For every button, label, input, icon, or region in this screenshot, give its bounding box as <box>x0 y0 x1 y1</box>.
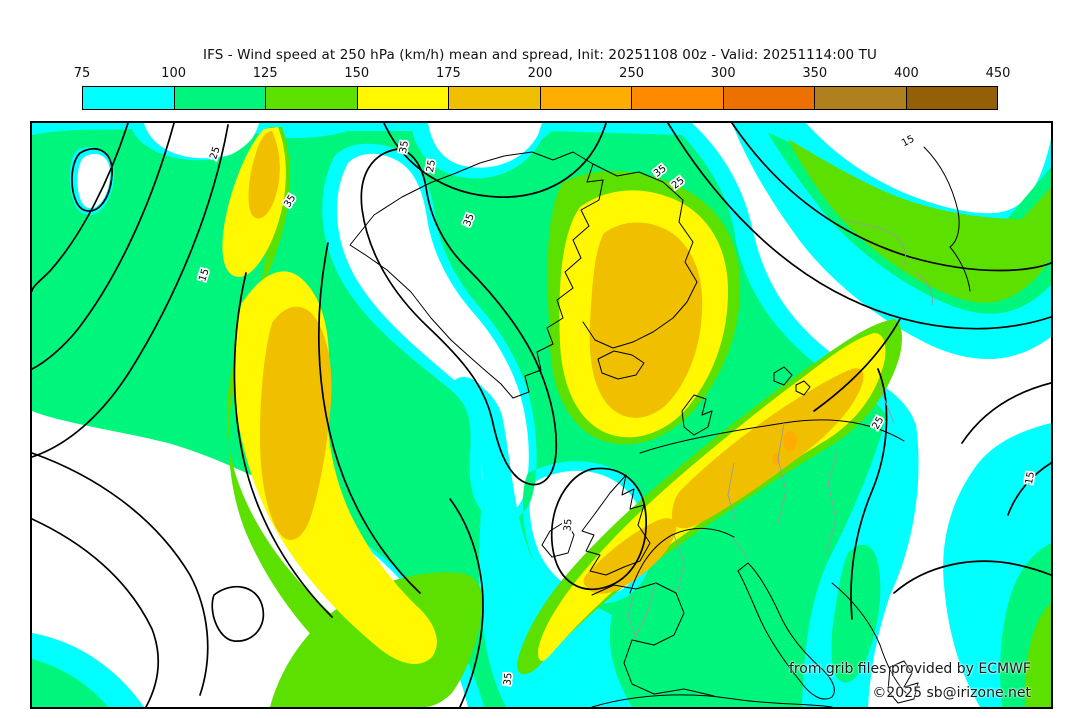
wind-speed-map: 25 15 35 35 25 35 35 25 15 35 35 25 15 f… <box>30 121 1053 709</box>
colorbar-tick-labels: 75 100 125 150 175 200 250 300 350 400 450 <box>74 66 1011 82</box>
spread-contour-lines <box>32 123 1051 707</box>
contour-label: 35 <box>398 140 411 154</box>
colorbar-segment-350-400 <box>814 87 906 109</box>
colorbar-segment-300-350 <box>722 87 814 109</box>
wind-fill-orange-cores <box>772 431 797 465</box>
contour-label: 15 <box>900 134 916 150</box>
contour-label: 15 <box>1024 471 1037 485</box>
colorbar-tick-400: 400 <box>893 66 919 81</box>
colorbar-segment-75-100 <box>83 87 174 109</box>
colorbar-segment-150-175 <box>356 87 448 109</box>
contour-labels: 25 15 35 35 25 35 35 25 15 35 35 25 15 <box>196 132 1039 688</box>
map-canvas: 25 15 35 35 25 35 35 25 15 35 35 25 15 <box>32 123 1051 707</box>
colorbar-segment-200-250 <box>539 87 631 109</box>
colorbar-segment-100-125 <box>173 87 265 109</box>
colorbar-segment-125-150 <box>265 87 357 109</box>
colorbar-tick-250: 250 <box>619 66 645 81</box>
contour-label: 25 <box>208 145 222 161</box>
colorbar-tick-350: 350 <box>802 66 828 81</box>
colorbar-segment-400-450 <box>905 87 997 109</box>
colorbar-tick-100: 100 <box>161 66 187 81</box>
colorbar-segment-250-300 <box>631 87 723 109</box>
attribution-copyright: ©2025 sb@irizone.net <box>872 685 1031 701</box>
colorbar-segment-175-200 <box>448 87 540 109</box>
contour-label: 25 <box>425 159 438 173</box>
country-borders <box>627 218 933 641</box>
colorbar-tick-150: 150 <box>344 66 370 81</box>
page-title: IFS - Wind speed at 250 hPa (km/h) mean … <box>203 47 877 63</box>
contour-label: 35 <box>562 518 574 532</box>
contour-label: 35 <box>502 672 514 686</box>
colorbar-tick-200: 200 <box>527 66 553 81</box>
attribution-ecmwf: from grib files provided by ECMWF <box>788 661 1031 677</box>
colorbar-tick-300: 300 <box>710 66 736 81</box>
colorbar <box>82 86 998 110</box>
colorbar-tick-75: 75 <box>73 66 91 81</box>
colorbar-tick-175: 175 <box>435 66 461 81</box>
colorbar-tick-125: 125 <box>252 66 278 81</box>
wind-fill-gold <box>248 131 864 594</box>
wind-fill-green-core-greece <box>831 544 881 683</box>
coastlines <box>349 146 971 707</box>
colorbar-tick-450: 450 <box>985 66 1011 81</box>
